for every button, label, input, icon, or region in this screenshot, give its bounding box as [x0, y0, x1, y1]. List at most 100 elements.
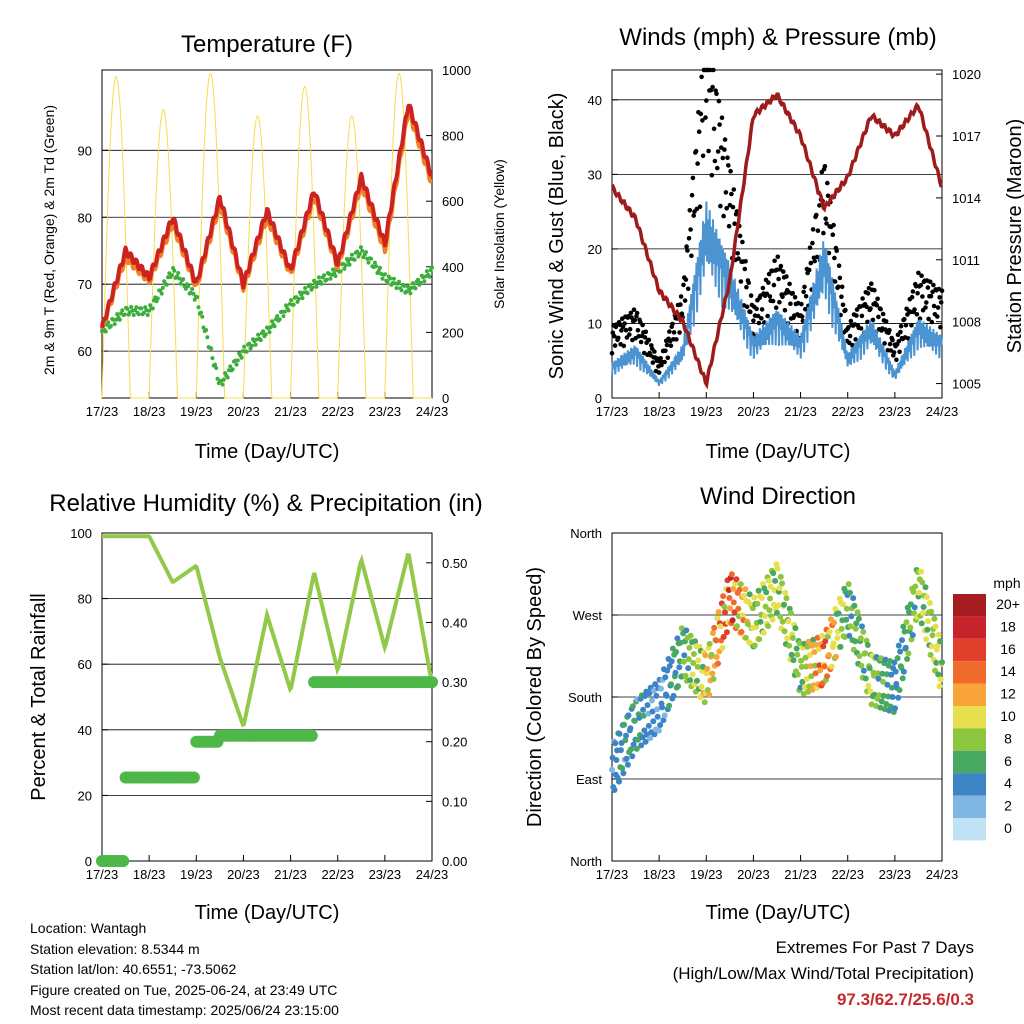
gust-point — [823, 216, 828, 221]
winds-xtick-label: 22/23 — [831, 404, 864, 419]
dewpoint-point — [164, 282, 169, 287]
direction-point — [820, 643, 827, 650]
gust-point — [681, 282, 686, 288]
direction-point — [846, 632, 853, 639]
direction-point — [695, 657, 702, 664]
direction-point — [797, 684, 804, 691]
gust-point — [780, 294, 785, 300]
gust-point — [723, 190, 729, 195]
direction-point — [912, 583, 919, 590]
gust-point — [771, 282, 777, 288]
dewpoint-point — [263, 332, 268, 337]
direction-point — [698, 683, 705, 690]
direction-point — [710, 676, 717, 682]
gust-point — [850, 342, 855, 348]
gust-point — [697, 204, 703, 209]
direction-point — [876, 692, 883, 699]
direction-point — [923, 594, 930, 600]
gust-point — [923, 305, 928, 310]
dewpoint-point — [139, 306, 144, 311]
direction-point — [815, 646, 822, 653]
gust-point — [920, 294, 925, 299]
gust-point — [700, 118, 705, 123]
direction-point — [803, 663, 810, 670]
winds-ytick-right-label: 1011 — [952, 253, 980, 268]
direction-point — [937, 676, 944, 683]
direction-point — [932, 623, 939, 630]
gust-point — [628, 310, 634, 316]
direction-point — [924, 626, 931, 633]
gust-point — [865, 319, 870, 325]
winds-plot — [609, 67, 945, 390]
gust-point — [807, 245, 813, 250]
dewpoint-point — [430, 265, 434, 270]
gust-point — [824, 221, 829, 226]
gust-point — [609, 351, 615, 356]
direction-point — [936, 683, 943, 690]
dewpoint-point — [270, 319, 275, 324]
direction-point — [828, 663, 835, 670]
gust-point — [931, 282, 936, 288]
direction-point — [781, 601, 787, 608]
direction-point — [762, 603, 769, 610]
gust-point — [767, 294, 773, 299]
direction-point — [755, 587, 762, 594]
gust-point — [718, 203, 723, 209]
direction-point — [616, 730, 623, 737]
temperature-xtick-label: 22/23 — [321, 404, 354, 419]
direction-point — [616, 778, 622, 785]
direction-point — [895, 642, 902, 649]
direction-point — [781, 628, 788, 635]
gust-point — [853, 337, 858, 342]
gust-point — [730, 204, 736, 210]
dewpoint-point — [249, 343, 254, 348]
winds-panel: Winds (mph) & Pressure (mb) 17/23 18/23 19… — [546, 24, 1024, 463]
direction-point — [813, 641, 820, 648]
direction-xtick-label: 19/23 — [690, 867, 723, 882]
gust-point — [812, 258, 817, 264]
legend-swatch — [953, 795, 986, 818]
direction-point — [730, 585, 737, 592]
humidity-ytick-label: 40 — [78, 723, 92, 738]
dewpoint-point — [357, 252, 362, 256]
dewpoint-point — [355, 249, 360, 254]
legend-label: 18 — [1000, 618, 1016, 634]
dewpoint-point — [134, 305, 139, 310]
direction-point — [758, 595, 765, 601]
direction-point — [767, 583, 774, 590]
gust-point — [760, 285, 766, 291]
gust-point — [847, 333, 853, 339]
direction-point — [830, 640, 837, 647]
direction-point — [935, 631, 942, 638]
gust-point — [865, 291, 871, 296]
gust-point — [784, 274, 789, 279]
direction-point — [769, 616, 776, 623]
dewpoint-point — [199, 310, 203, 315]
gust-point — [722, 147, 727, 152]
gust-point — [670, 321, 675, 327]
gust-point — [808, 260, 814, 266]
gust-point — [880, 311, 886, 317]
gust-point — [802, 284, 807, 290]
direction-point — [858, 662, 865, 669]
gust-point — [788, 301, 793, 307]
direction-point — [838, 625, 845, 632]
dewpoint-point — [145, 313, 150, 317]
direction-point — [751, 642, 758, 649]
dewpoint-point — [328, 276, 333, 281]
gust-point — [777, 299, 782, 305]
gust-point — [882, 341, 887, 346]
dewpoint-point — [158, 288, 163, 293]
dewpoint-point — [331, 267, 335, 272]
legend-swatch — [953, 728, 986, 751]
dewpoint-point — [253, 342, 258, 347]
direction-point — [732, 580, 739, 587]
dewpoint-point — [397, 279, 401, 284]
direction-point — [811, 649, 818, 655]
direction-point — [931, 615, 938, 622]
dewpoint-point — [114, 317, 118, 322]
direction-point — [900, 623, 907, 630]
winds-ytick-label: 0 — [595, 391, 602, 406]
dewpoint-point — [256, 332, 261, 337]
dewpoint-point — [169, 273, 174, 278]
